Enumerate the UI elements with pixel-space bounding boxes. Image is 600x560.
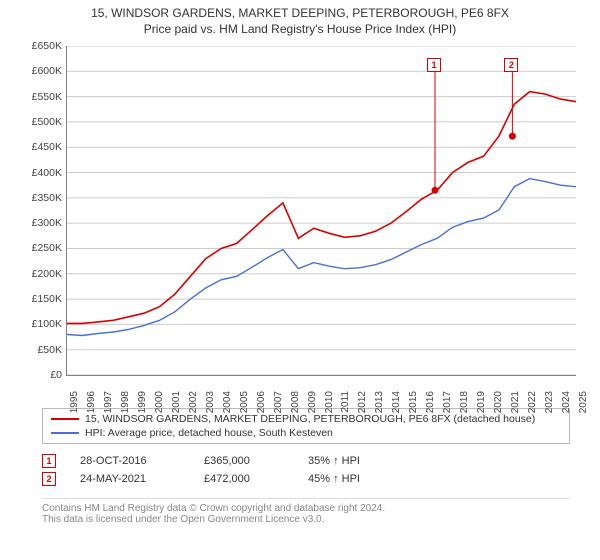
x-tick-label: 2019 bbox=[476, 391, 487, 413]
x-tick-label: 2015 bbox=[408, 391, 419, 413]
x-tick-label: 1998 bbox=[120, 391, 131, 413]
chart-container: £0 £50K £100K £150K £200K £250K £300K £350K £400… bbox=[20, 42, 580, 402]
y-tick-label: £400K bbox=[22, 167, 62, 179]
x-tick-label: 2005 bbox=[239, 391, 250, 413]
sale-date-2: 24-MAY-2021 bbox=[80, 473, 180, 485]
y-tick-label: £650K bbox=[22, 40, 62, 52]
legend-label-hpi: HPI: Average price, detached house, Sout… bbox=[85, 427, 333, 439]
x-tick-label: 2020 bbox=[493, 391, 504, 413]
sale-diff-1: 35% ↑ HPI bbox=[308, 455, 408, 467]
x-tick-label: 2021 bbox=[510, 391, 521, 413]
x-tick-label: 2000 bbox=[154, 391, 165, 413]
x-tick-label: 2022 bbox=[527, 391, 538, 413]
x-tick-label: 2014 bbox=[391, 391, 402, 413]
x-tick-label: 2024 bbox=[561, 391, 572, 413]
x-tick-label: 2003 bbox=[205, 391, 216, 413]
y-tick-label: £450K bbox=[22, 141, 62, 153]
x-tick-label: 2016 bbox=[425, 391, 436, 413]
x-tick-label: 2010 bbox=[324, 391, 335, 413]
x-tick-label: 2006 bbox=[256, 391, 267, 413]
x-tick-label: 1995 bbox=[69, 391, 80, 413]
sale-price-2: £472,000 bbox=[204, 473, 284, 485]
legend-swatch-hpi bbox=[51, 432, 79, 434]
legend-label-property: 15, WINDSOR GARDENS, MARKET DEEPING, PET… bbox=[85, 413, 535, 425]
y-tick-label: £600K bbox=[22, 65, 62, 77]
y-tick-label: £100K bbox=[22, 318, 62, 330]
x-tick-label: 2007 bbox=[273, 391, 284, 413]
x-tick-label: 2012 bbox=[357, 391, 368, 413]
plot-area bbox=[66, 46, 576, 376]
sale-index-1: 1 bbox=[42, 454, 56, 468]
x-tick-label: 2001 bbox=[171, 391, 182, 413]
sale-marker-2: 2 bbox=[504, 58, 518, 72]
sale-date-1: 28-OCT-2016 bbox=[80, 455, 180, 467]
x-tick-label: 2018 bbox=[459, 391, 470, 413]
x-tick-label: 2002 bbox=[188, 391, 199, 413]
legend-item-hpi: HPI: Average price, detached house, Sout… bbox=[51, 426, 561, 440]
chart-title-block: 15, WINDSOR GARDENS, MARKET DEEPING, PET… bbox=[0, 0, 600, 38]
y-tick-label: £350K bbox=[22, 192, 62, 204]
y-tick-label: £50K bbox=[22, 344, 62, 356]
y-tick-label: £0 bbox=[22, 369, 62, 381]
legend-swatch-property bbox=[51, 418, 79, 420]
y-tick-label: £300K bbox=[22, 217, 62, 229]
title-subtitle: Price paid vs. HM Land Registry's House … bbox=[10, 22, 590, 36]
y-tick-label: £250K bbox=[22, 242, 62, 254]
sale-row-2: 2 24-MAY-2021 £472,000 45% ↑ HPI bbox=[42, 470, 570, 488]
legend: 15, WINDSOR GARDENS, MARKET DEEPING, PET… bbox=[42, 408, 570, 444]
x-tick-label: 1996 bbox=[86, 391, 97, 413]
y-tick-label: £550K bbox=[22, 91, 62, 103]
sales-table: 1 28-OCT-2016 £365,000 35% ↑ HPI 2 24-MA… bbox=[42, 452, 570, 488]
sale-diff-2: 45% ↑ HPI bbox=[308, 473, 408, 485]
x-tick-label: 2008 bbox=[290, 391, 301, 413]
x-tick-label: 2023 bbox=[544, 391, 555, 413]
sale-price-1: £365,000 bbox=[204, 455, 284, 467]
chart-svg bbox=[67, 46, 576, 375]
sale-marker-1: 1 bbox=[427, 58, 441, 72]
sale-row-1: 1 28-OCT-2016 £365,000 35% ↑ HPI bbox=[42, 452, 570, 470]
legend-item-property: 15, WINDSOR GARDENS, MARKET DEEPING, PET… bbox=[51, 412, 561, 426]
x-tick-label: 2025 bbox=[578, 391, 589, 413]
sale-index-2: 2 bbox=[42, 472, 56, 486]
y-tick-label: £150K bbox=[22, 293, 62, 305]
x-tick-label: 2009 bbox=[307, 391, 318, 413]
x-tick-label: 2013 bbox=[374, 391, 385, 413]
x-tick-label: 1999 bbox=[137, 391, 148, 413]
title-address: 15, WINDSOR GARDENS, MARKET DEEPING, PET… bbox=[10, 6, 590, 20]
y-tick-label: £200K bbox=[22, 268, 62, 280]
x-tick-label: 2017 bbox=[442, 391, 453, 413]
x-tick-label: 2011 bbox=[340, 391, 351, 413]
footer-line1: Contains HM Land Registry data © Crown c… bbox=[42, 503, 570, 514]
footer: Contains HM Land Registry data © Crown c… bbox=[42, 498, 570, 525]
x-tick-label: 1997 bbox=[103, 391, 114, 413]
x-tick-label: 2004 bbox=[222, 391, 233, 413]
y-tick-label: £500K bbox=[22, 116, 62, 128]
footer-line2: This data is licensed under the Open Gov… bbox=[42, 514, 570, 525]
